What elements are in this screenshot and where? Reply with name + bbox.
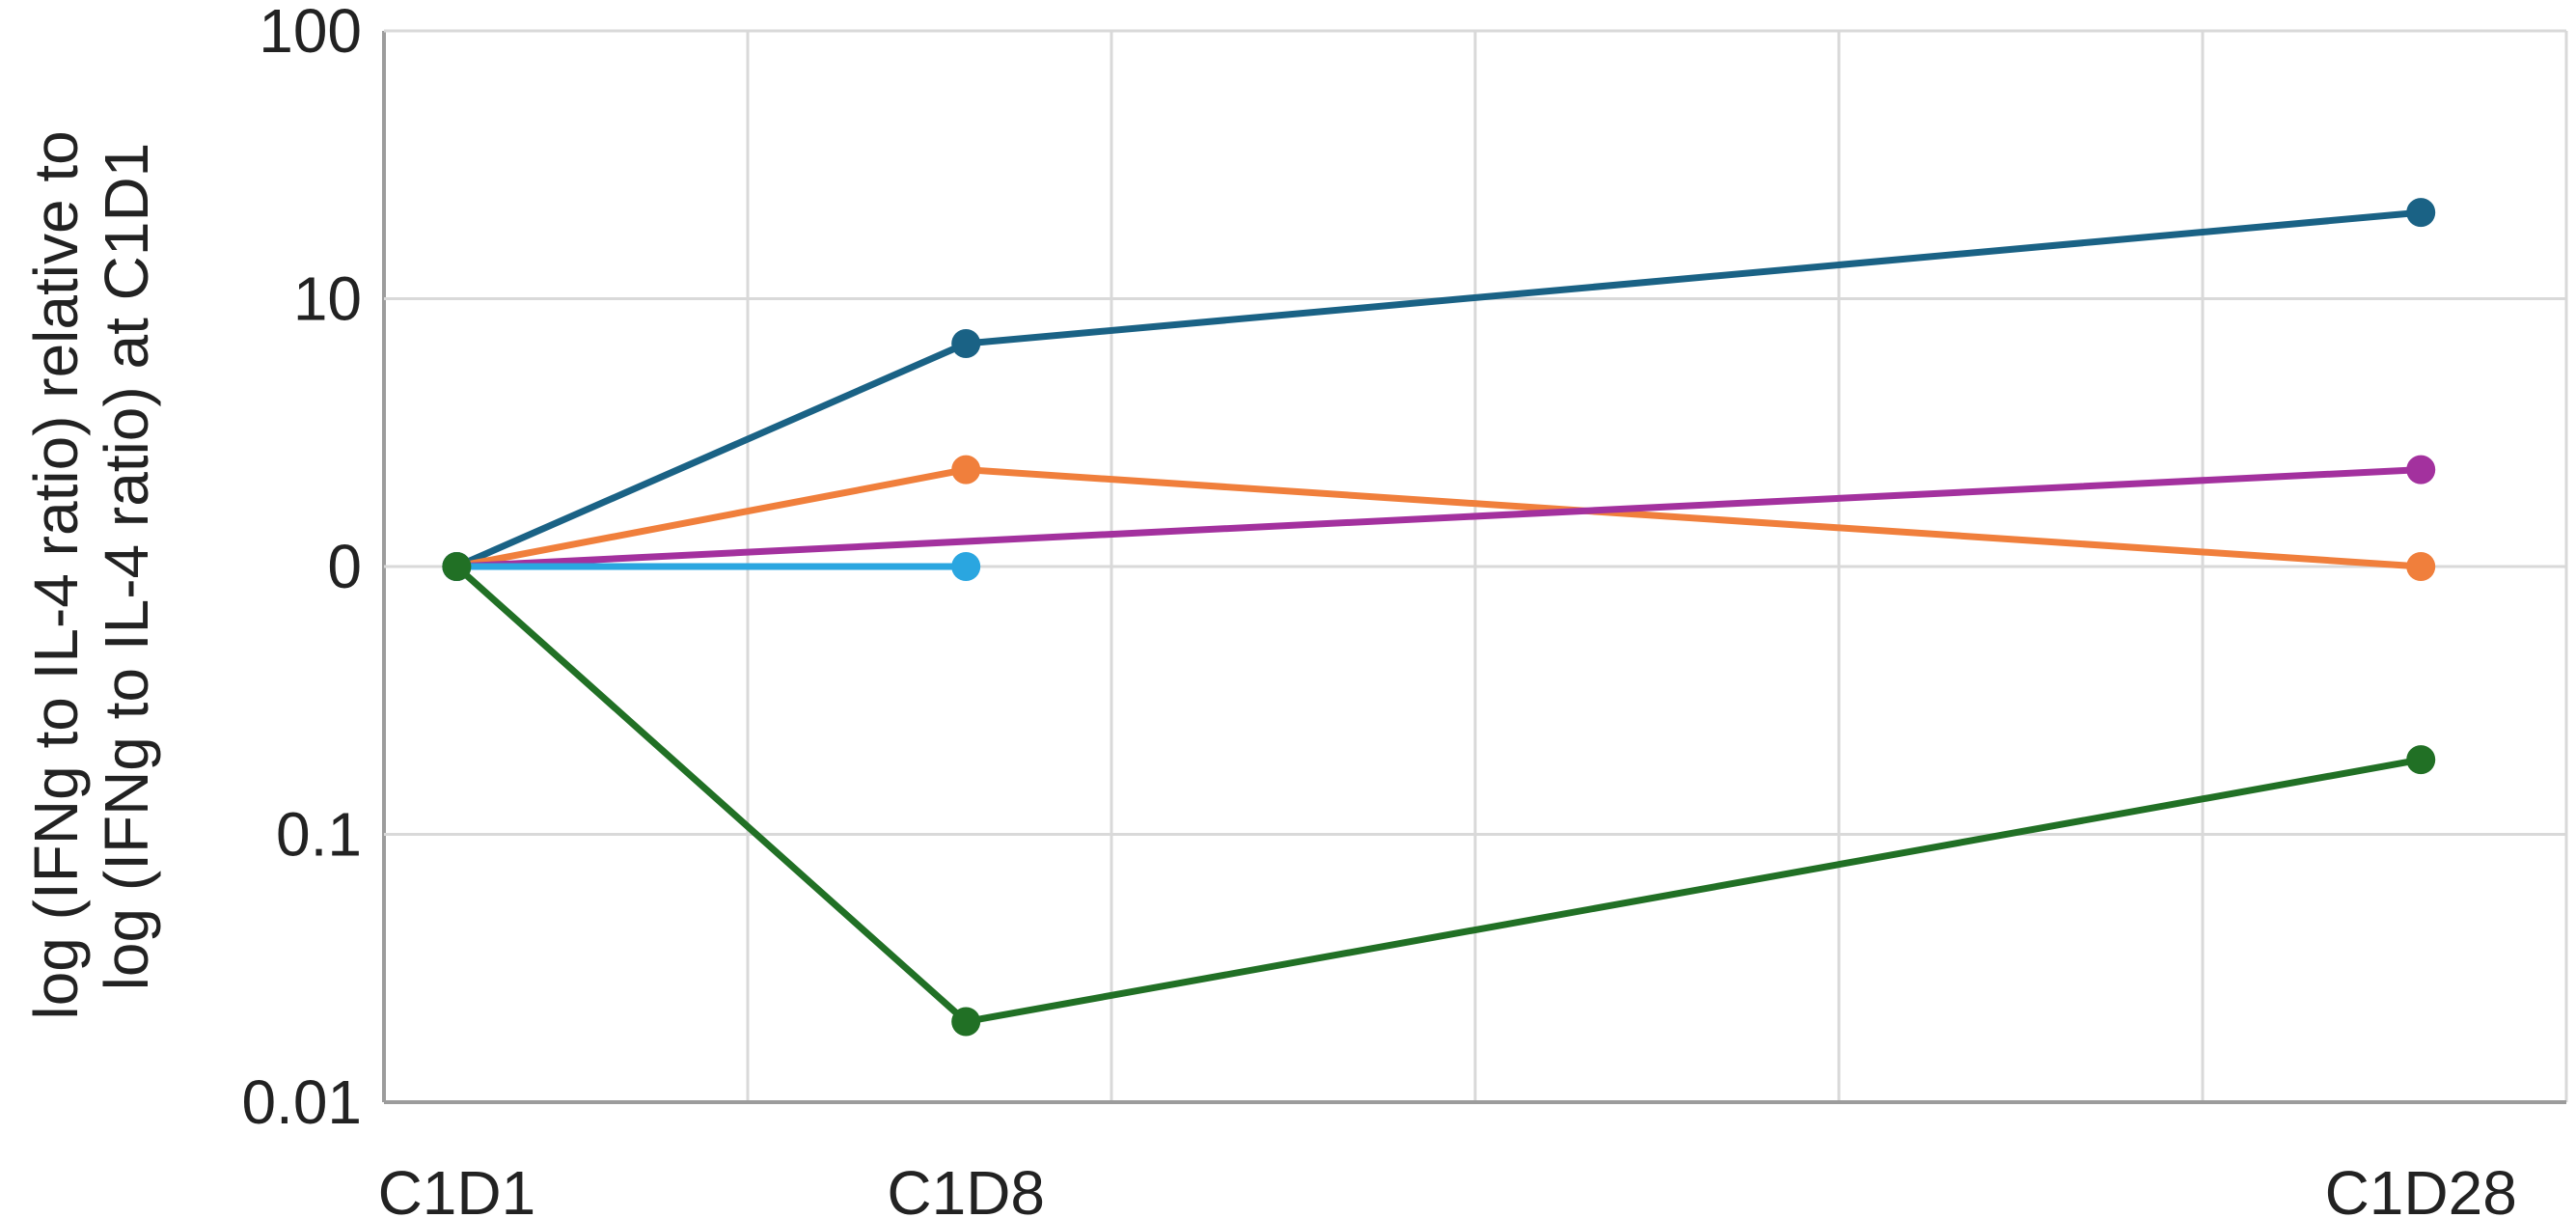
y-tick-label: 0.1	[276, 800, 362, 870]
data-point	[2406, 745, 2436, 775]
y-tick-label: 100	[259, 0, 362, 66]
data-point	[442, 552, 472, 581]
data-point	[951, 328, 981, 358]
data-point	[2406, 552, 2436, 581]
y-axis-title-line-2: log (IFNg to IL-4 ratio) at C1D1	[92, 143, 161, 991]
y-tick-label: 10	[293, 264, 362, 334]
data-point	[2406, 198, 2436, 228]
data-point	[951, 455, 981, 484]
y-tick-label: 0.01	[241, 1067, 362, 1137]
series-line	[452, 563, 2425, 1025]
series-1	[442, 198, 2436, 581]
data-point	[951, 552, 981, 581]
x-tick-label: C1D8	[887, 1158, 1045, 1218]
data-point	[951, 1007, 981, 1037]
x-tick-labels: C1D1 C1D8 C1D28	[378, 1158, 2517, 1218]
series-line	[452, 466, 2425, 570]
series-3	[442, 455, 2436, 581]
y-axis-title-line-1: log (IFNg to IL-4 ratio) relative to	[21, 130, 91, 1019]
series-5	[442, 552, 2436, 1037]
x-tick-label: C1D28	[2325, 1158, 2517, 1218]
y-tick-label: 0	[327, 532, 362, 601]
x-tick-label: C1D1	[378, 1158, 536, 1218]
series-lines	[442, 198, 2436, 1037]
data-point	[2406, 455, 2436, 484]
y-axis-title: log (IFNg to IL-4 ratio) relative to log…	[21, 113, 161, 1019]
